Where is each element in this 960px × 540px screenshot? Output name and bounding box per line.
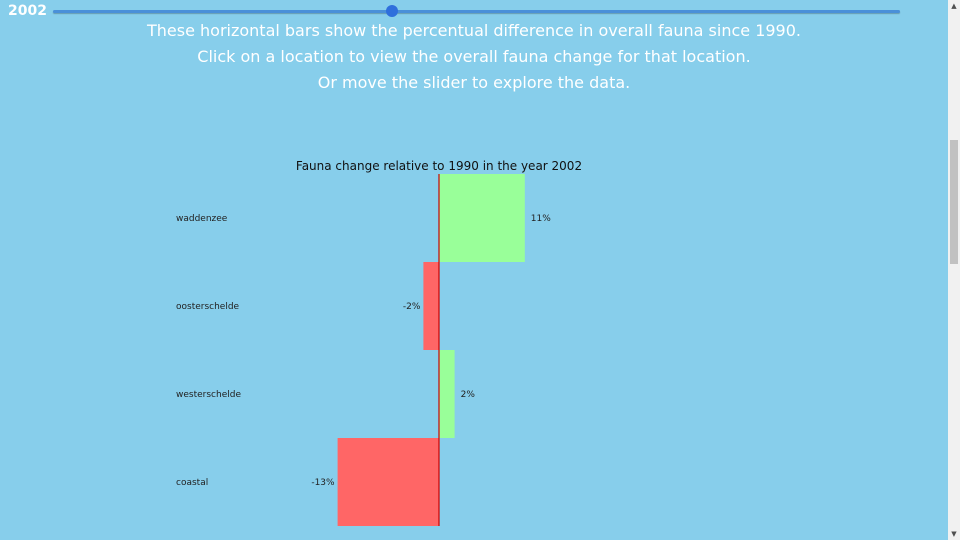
chart-title: Fauna change relative to 1990 in the yea… bbox=[296, 159, 582, 173]
fauna-change-chart: Fauna change relative to 1990 in the yea… bbox=[176, 159, 582, 526]
bar-coastal[interactable] bbox=[337, 438, 439, 526]
slider-handle[interactable] bbox=[385, 5, 398, 17]
year-slider[interactable] bbox=[53, 5, 900, 17]
category-label-oosterschelde[interactable]: oosterschelde bbox=[176, 302, 240, 312]
scroll-down-arrow-icon[interactable]: ▼ bbox=[951, 530, 957, 538]
value-label-oosterschelde: -2% bbox=[403, 302, 421, 312]
year-label: 2002 bbox=[8, 3, 47, 19]
category-label-coastal[interactable]: coastal bbox=[176, 478, 208, 488]
category-label-waddenzee[interactable]: waddenzee bbox=[176, 214, 228, 224]
scrollbar-thumb[interactable] bbox=[950, 140, 958, 264]
bar-oosterschelde[interactable] bbox=[423, 262, 439, 350]
value-label-coastal: -13% bbox=[311, 478, 335, 488]
scroll-up-arrow-icon[interactable]: ▲ bbox=[951, 2, 957, 10]
instruction-line-1: These horizontal bars show the percentua… bbox=[146, 21, 801, 40]
category-label-westerschelde[interactable]: westerschelde bbox=[176, 390, 241, 400]
instructions: These horizontal bars show the percentua… bbox=[0, 18, 948, 96]
bar-waddenzee[interactable] bbox=[439, 174, 525, 262]
value-label-westerschelde: 2% bbox=[461, 390, 476, 400]
bar-westerschelde[interactable] bbox=[439, 350, 455, 438]
instruction-line-2: Click on a location to view the overall … bbox=[197, 47, 751, 66]
value-label-waddenzee: 11% bbox=[531, 214, 551, 224]
vertical-scrollbar[interactable]: ▲ ▼ bbox=[948, 0, 960, 540]
instruction-line-3: Or move the slider to explore the data. bbox=[317, 73, 631, 92]
